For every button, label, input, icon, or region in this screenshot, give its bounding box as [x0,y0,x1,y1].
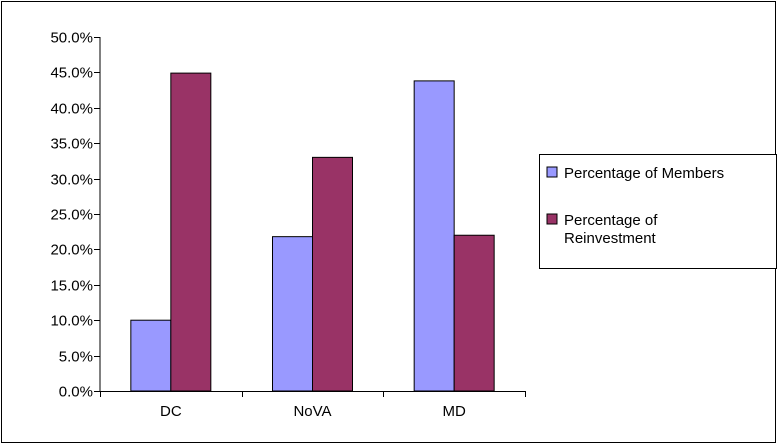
legend-box [539,154,777,269]
bar-percentage-of-reinvestment-dc [170,72,212,392]
legend-swatch [546,166,558,178]
y-tick-label: 20.0% [50,242,93,259]
y-tick-label: 25.0% [50,207,93,224]
y-tick-label: 15.0% [50,278,93,295]
y-tick-label: 5.0% [59,349,93,366]
y-tick-label: 45.0% [50,65,93,82]
y-tick-label: 0.0% [59,384,93,401]
legend-swatch [546,213,558,225]
bar-percentage-of-members-nova [272,236,313,392]
legend-label: Percentage of Members [564,165,724,182]
legend-label: Percentage of [564,212,658,229]
bar-percentage-of-reinvestment-md [453,234,495,392]
bar-percentage-of-members-dc [130,319,172,392]
bar-percentage-of-members-md [413,80,455,392]
bar-percentage-of-reinvestment-nova [312,156,353,392]
x-category-label: NoVA [293,403,331,420]
y-tick-label: 10.0% [50,313,93,330]
y-tick-label: 30.0% [50,172,93,189]
x-category-label: DC [160,403,182,420]
y-tick-label: 40.0% [50,101,93,118]
y-tick-label: 35.0% [50,136,93,153]
x-category-label: MD [443,403,466,420]
y-tick-label: 50.0% [50,30,93,47]
legend-label: Reinvestment [564,230,657,247]
